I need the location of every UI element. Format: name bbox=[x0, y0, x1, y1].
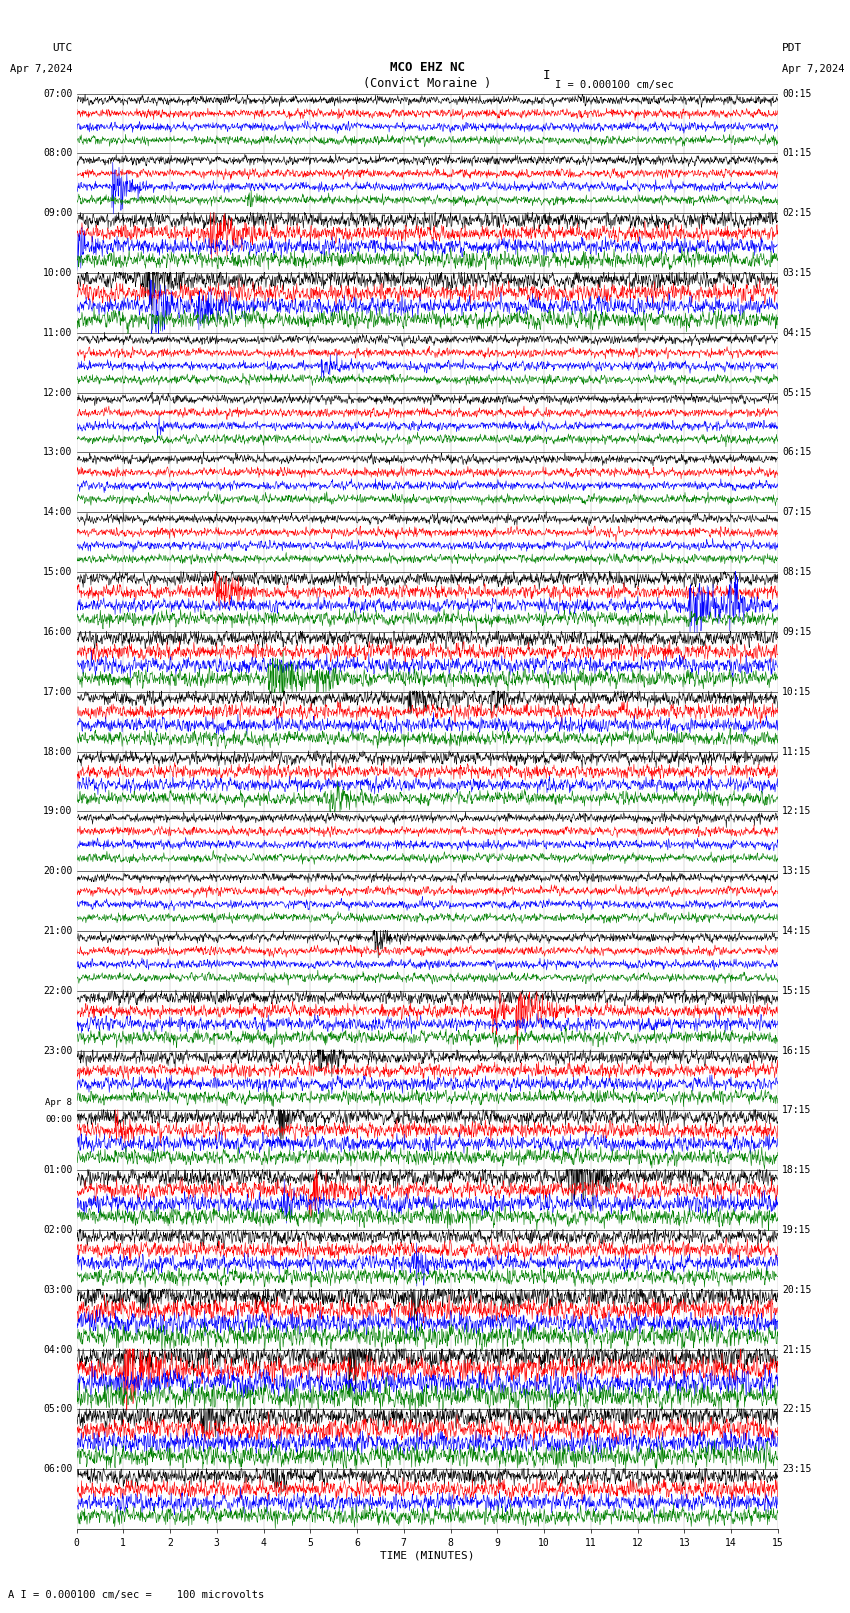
Text: 01:00: 01:00 bbox=[42, 1165, 72, 1176]
Text: 07:00: 07:00 bbox=[42, 89, 72, 98]
Text: 17:00: 17:00 bbox=[42, 687, 72, 697]
Text: 18:00: 18:00 bbox=[42, 747, 72, 756]
Text: 13:15: 13:15 bbox=[782, 866, 812, 876]
Text: 20:00: 20:00 bbox=[42, 866, 72, 876]
Text: A I = 0.000100 cm/sec =    100 microvolts: A I = 0.000100 cm/sec = 100 microvolts bbox=[8, 1590, 264, 1600]
Text: 16:15: 16:15 bbox=[782, 1045, 812, 1055]
Text: Apr 8: Apr 8 bbox=[45, 1098, 72, 1107]
Text: 04:15: 04:15 bbox=[782, 327, 812, 337]
Text: 03:15: 03:15 bbox=[782, 268, 812, 277]
Text: 22:00: 22:00 bbox=[42, 986, 72, 995]
Text: 03:00: 03:00 bbox=[42, 1286, 72, 1295]
Text: (Convict Moraine ): (Convict Moraine ) bbox=[363, 77, 491, 90]
Text: 19:15: 19:15 bbox=[782, 1224, 812, 1236]
Text: 05:15: 05:15 bbox=[782, 387, 812, 398]
Text: 02:00: 02:00 bbox=[42, 1224, 72, 1236]
Text: 12:15: 12:15 bbox=[782, 806, 812, 816]
Text: 16:00: 16:00 bbox=[42, 627, 72, 637]
Text: 20:15: 20:15 bbox=[782, 1286, 812, 1295]
Text: 01:15: 01:15 bbox=[782, 148, 812, 158]
Text: 10:00: 10:00 bbox=[42, 268, 72, 277]
Text: 22:15: 22:15 bbox=[782, 1405, 812, 1415]
Text: 09:15: 09:15 bbox=[782, 627, 812, 637]
Text: 04:00: 04:00 bbox=[42, 1345, 72, 1355]
Text: 02:15: 02:15 bbox=[782, 208, 812, 218]
Text: 00:00: 00:00 bbox=[45, 1115, 72, 1124]
Text: 14:00: 14:00 bbox=[42, 506, 72, 518]
Text: 19:00: 19:00 bbox=[42, 806, 72, 816]
Text: 09:00: 09:00 bbox=[42, 208, 72, 218]
Text: 10:15: 10:15 bbox=[782, 687, 812, 697]
Text: UTC: UTC bbox=[52, 44, 72, 53]
Text: 13:00: 13:00 bbox=[42, 447, 72, 458]
Text: 15:00: 15:00 bbox=[42, 568, 72, 577]
Text: 12:00: 12:00 bbox=[42, 387, 72, 398]
Text: 07:15: 07:15 bbox=[782, 506, 812, 518]
Text: 18:15: 18:15 bbox=[782, 1165, 812, 1176]
Text: Apr 7,2024: Apr 7,2024 bbox=[9, 65, 72, 74]
Text: 06:00: 06:00 bbox=[42, 1465, 72, 1474]
Text: I = 0.000100 cm/sec: I = 0.000100 cm/sec bbox=[555, 81, 673, 90]
Text: 14:15: 14:15 bbox=[782, 926, 812, 936]
Text: MCO EHZ NC: MCO EHZ NC bbox=[389, 61, 465, 74]
Text: 17:15: 17:15 bbox=[782, 1105, 812, 1116]
Text: 11:00: 11:00 bbox=[42, 327, 72, 337]
Text: 21:00: 21:00 bbox=[42, 926, 72, 936]
Text: 08:15: 08:15 bbox=[782, 568, 812, 577]
Text: 08:00: 08:00 bbox=[42, 148, 72, 158]
Text: 15:15: 15:15 bbox=[782, 986, 812, 995]
Text: 06:15: 06:15 bbox=[782, 447, 812, 458]
Text: Apr 7,2024: Apr 7,2024 bbox=[782, 65, 845, 74]
Text: 00:15: 00:15 bbox=[782, 89, 812, 98]
Text: 11:15: 11:15 bbox=[782, 747, 812, 756]
X-axis label: TIME (MINUTES): TIME (MINUTES) bbox=[380, 1552, 474, 1561]
Text: 21:15: 21:15 bbox=[782, 1345, 812, 1355]
Text: 05:00: 05:00 bbox=[42, 1405, 72, 1415]
Text: 23:15: 23:15 bbox=[782, 1465, 812, 1474]
Text: PDT: PDT bbox=[782, 44, 802, 53]
Text: 23:00: 23:00 bbox=[42, 1045, 72, 1055]
Text: I: I bbox=[542, 69, 550, 82]
